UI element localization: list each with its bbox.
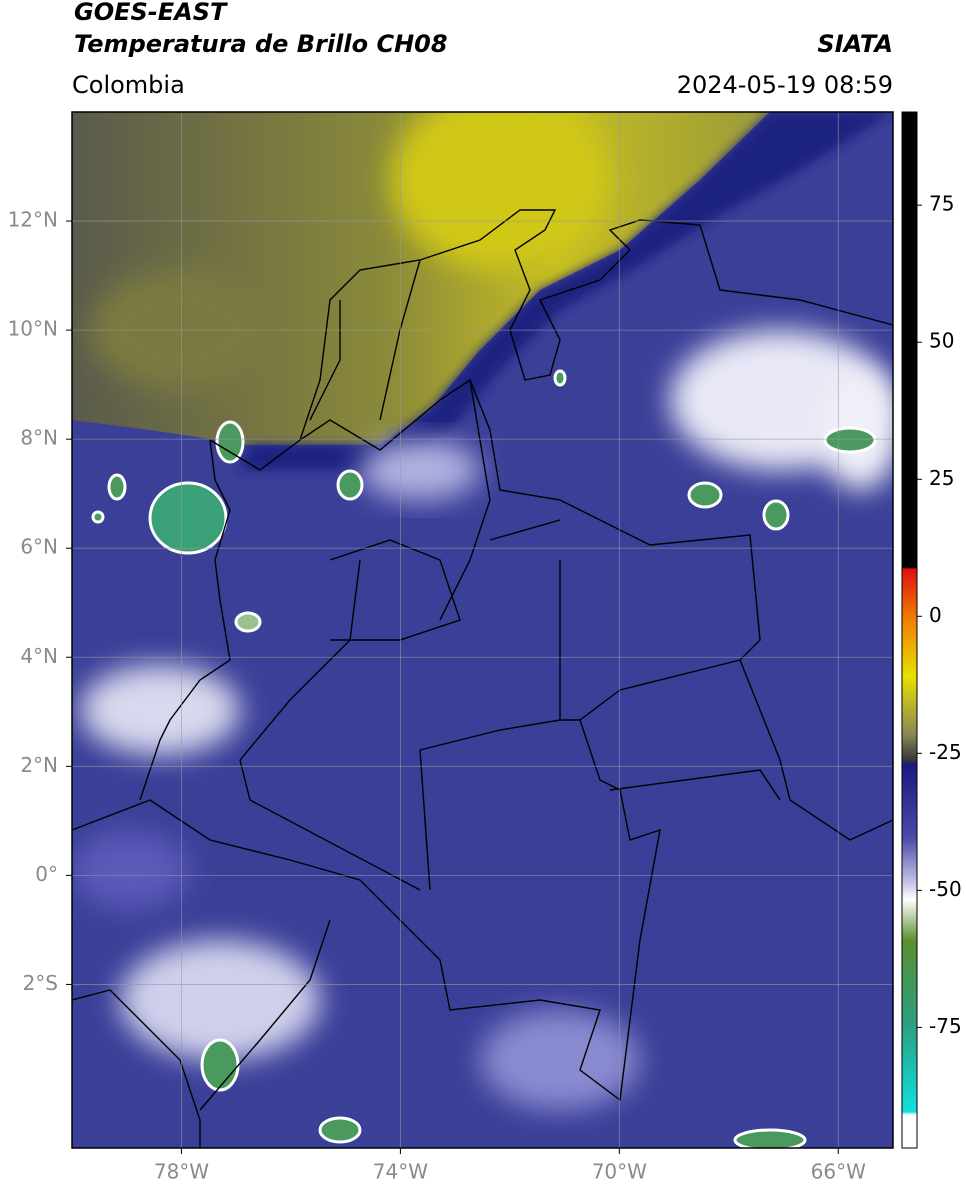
subtitle: Temperatura de Brillo CH08 — [74, 30, 448, 58]
x-tick-label: 74°W — [373, 1160, 428, 1184]
y-tick-label: 0° — [35, 862, 58, 886]
y-tick-label: 10°N — [8, 317, 58, 341]
grid — [72, 112, 893, 1148]
y-tick-label: 8°N — [20, 426, 58, 450]
datetime: 2024-05-19 08:59 — [677, 71, 893, 99]
region: Colombia — [72, 71, 185, 99]
y-tick-label: 6°N — [20, 535, 58, 559]
title: GOES-EAST — [74, 0, 228, 26]
colorbar-tick-label: -50 — [929, 877, 962, 901]
satellite-image — [72, 112, 893, 1148]
source: SIATA — [817, 30, 893, 58]
y-tick-label: 4°N — [20, 644, 58, 668]
y-tick-label: 2°N — [20, 753, 58, 777]
x-tick-label: 78°W — [154, 1160, 209, 1184]
colorbar-tick-label: 0 — [929, 603, 942, 627]
y-tick-label: 12°N — [8, 208, 58, 232]
x-tick-label: 70°W — [592, 1160, 647, 1184]
colorbar-tick-label: 50 — [929, 329, 954, 353]
map-frame — [71, 111, 894, 1149]
colorbar — [901, 111, 918, 1149]
y-tick-label: 2°S — [23, 971, 58, 995]
x-tick-label: 66°W — [811, 1160, 866, 1184]
colorbar-tick-label: 25 — [929, 466, 954, 490]
colorbar-tick-label: -25 — [929, 740, 962, 764]
colorbar-tick-label: 75 — [929, 192, 954, 216]
colorbar-tick-label: -75 — [929, 1014, 962, 1038]
